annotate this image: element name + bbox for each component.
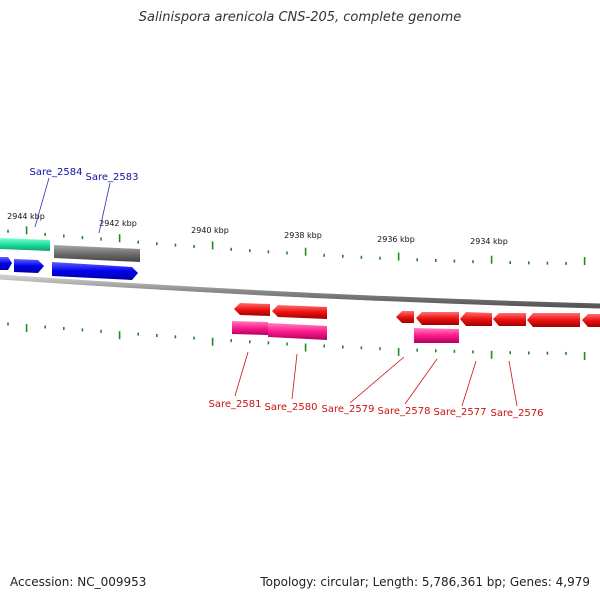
leader-line	[508, 360, 518, 407]
gene-sare-2583[interactable]	[54, 245, 140, 262]
gene-arrow[interactable]	[54, 245, 140, 262]
leader-line	[98, 182, 111, 234]
scale-label: 2940 kbp	[191, 226, 229, 235]
leader-line	[404, 358, 438, 405]
page-title: Salinispora arenicola CNS-205, complete …	[138, 10, 462, 25]
gene-arrow[interactable]	[0, 238, 50, 251]
gene-arrow[interactable]	[527, 313, 580, 327]
gene-label: Sare_2577	[434, 407, 487, 418]
leader-line	[349, 356, 405, 404]
scale-ticks-bottom	[7, 322, 586, 360]
gene-sare-2584[interactable]	[0, 238, 50, 251]
leader-line	[34, 177, 50, 228]
gene-label: Sare_2581	[209, 399, 262, 410]
gene-arrow[interactable]	[582, 314, 600, 327]
gene-label: Sare_2583	[86, 172, 139, 183]
gene-sare-2576[interactable]	[493, 313, 526, 326]
cds-block[interactable]	[414, 328, 459, 343]
gene-label: Sare_2579	[322, 404, 375, 415]
cds-block[interactable]	[232, 321, 268, 335]
scale-label: 2936 kbp	[377, 235, 415, 244]
gene-label: Sare_2580	[265, 402, 318, 413]
leader-line	[461, 360, 477, 407]
gene-sare-2579[interactable]	[396, 311, 414, 323]
scale-label: 2944 kbp	[7, 212, 45, 221]
gene-label: Sare_2576	[491, 408, 544, 419]
accession-label: Accession: NC_009953	[10, 575, 147, 589]
gene-sare-2580[interactable]	[272, 305, 327, 319]
gene-sare-2581[interactable]	[234, 303, 270, 316]
leader-line	[234, 351, 249, 397]
gene-label: Sare_2578	[378, 406, 431, 417]
gene-sare-2577[interactable]	[460, 312, 492, 326]
scale-label: 2934 kbp	[470, 237, 508, 246]
leader-line	[291, 353, 298, 400]
cds-arrow[interactable]	[52, 262, 138, 280]
gene-label: Sare_2584	[30, 167, 83, 178]
genome-backbone	[0, 274, 600, 309]
scale-label: 2938 kbp	[284, 231, 322, 240]
gene-sare-2578[interactable]	[416, 312, 459, 325]
cds-arrow[interactable]	[0, 257, 12, 270]
genome-summary: Topology: circular; Length: 5,786,361 bp…	[260, 575, 590, 589]
cds-block[interactable]	[268, 323, 327, 340]
scale-ticks-top	[7, 226, 586, 265]
cds-arrow[interactable]	[14, 259, 44, 273]
scale-label: 2942 kbp	[99, 219, 137, 228]
